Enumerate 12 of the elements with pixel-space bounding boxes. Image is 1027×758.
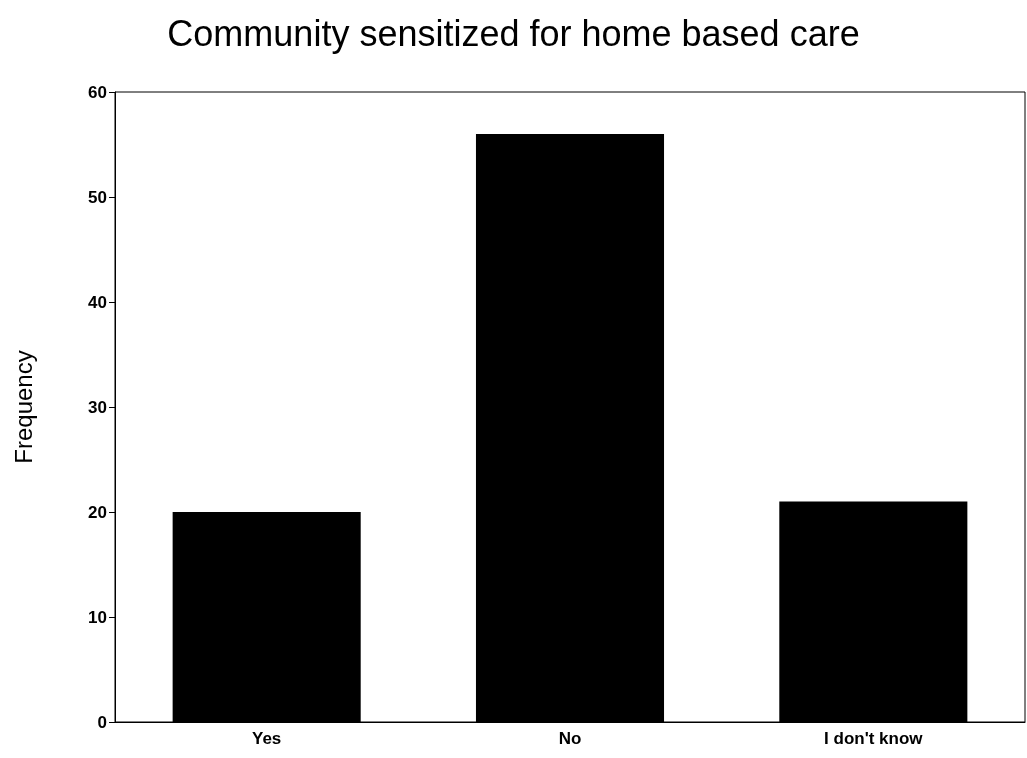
y-tick-label: 0 bbox=[97, 712, 107, 732]
y-tick-label: 60 bbox=[88, 82, 107, 102]
x-tick-label: Yes bbox=[252, 729, 282, 748]
x-tick-label: No bbox=[558, 729, 582, 748]
y-tick-label: 30 bbox=[88, 397, 107, 417]
y-tick-label: 50 bbox=[88, 187, 107, 207]
y-tick-label: 40 bbox=[88, 292, 107, 312]
y-axis-title: Frequency bbox=[9, 350, 37, 464]
x-tick-label: I don't know bbox=[824, 729, 924, 748]
chart-title: Community sensitized for home based care bbox=[167, 12, 860, 54]
y-tick-label: 20 bbox=[88, 502, 107, 522]
y-tick-label: 10 bbox=[88, 607, 107, 627]
